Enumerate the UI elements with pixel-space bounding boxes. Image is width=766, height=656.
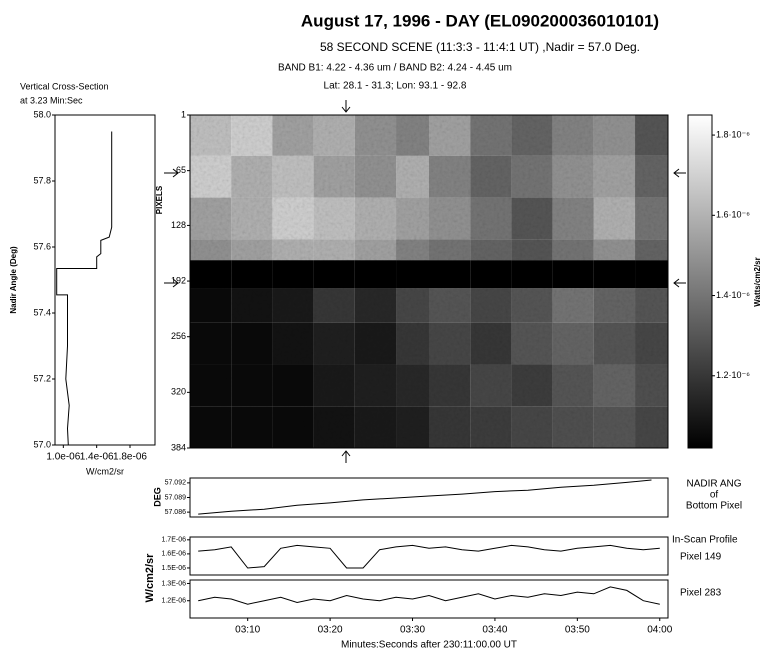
colorbar-tick-label: 1.6·10⁻⁶ — [716, 210, 750, 220]
subtitle: 58 SECOND SCENE (11:3:3 - 11:4:1 UT) ,Na… — [320, 40, 640, 54]
colorbar-tick-label: 1.8·10⁻⁶ — [716, 129, 750, 139]
colorbar-tick-label: 1.2·10⁻⁶ — [716, 370, 750, 380]
colorbar — [687, 114, 713, 449]
panel-label: In-Scan Profile — [672, 535, 738, 546]
y-tick-label: 57.2 — [33, 373, 51, 383]
y-tick-label: 1.5E-06 — [161, 565, 186, 572]
x-tick-label: 1.8e-06 — [113, 452, 147, 463]
data-line — [198, 544, 660, 569]
plot-frame — [54, 114, 156, 446]
x-tick-label: 03:30 — [400, 625, 425, 636]
y-tick-label: 384 — [171, 442, 186, 452]
panel-label: of — [710, 490, 719, 501]
y-tick-label: 57.086 — [165, 509, 187, 516]
y-tick-label: 57.0 — [33, 439, 51, 449]
y-tick-label: 57.089 — [165, 494, 187, 501]
y-tick-label: 65 — [176, 165, 186, 175]
bands: BAND B1: 4.22 - 4.36 um / BAND B2: 4.24 … — [278, 63, 512, 74]
x-tick-label: 1.0e-06 — [46, 452, 80, 463]
y-tick-label: 57.6 — [33, 241, 51, 251]
y-tick-label: 1 — [181, 109, 186, 119]
y-axis-label: DEG — [152, 487, 162, 507]
data-line — [56, 131, 113, 446]
colorbar-tick-label: 1.4·10⁻⁶ — [716, 290, 750, 300]
title: August 17, 1996 - DAY (EL090200036010101… — [301, 11, 659, 30]
data-line — [198, 586, 660, 605]
y-tick-label: 57.8 — [33, 175, 51, 185]
y-tick-label: 57.092 — [165, 480, 187, 487]
plot-frame — [189, 477, 669, 518]
panel-title: at 3.23 Min:Sec — [20, 95, 83, 105]
x-tick-label: 03:40 — [482, 625, 507, 636]
y-axis-label: Nadir Angle (Deg) — [9, 246, 18, 314]
y-tick-label: 192 — [171, 275, 186, 285]
y-tick-label: 1.2E-06 — [161, 598, 186, 605]
x-tick-label: 04:00 — [647, 625, 672, 636]
x-tick-label: 1.4e-06 — [80, 452, 114, 463]
panel-label: Bottom Pixel — [686, 501, 742, 512]
x-tick-label: 03:20 — [318, 625, 343, 636]
y-tick-label: 1.6E-06 — [161, 551, 186, 558]
panel-title: Vertical Cross-Section — [20, 81, 109, 91]
x-tick-label: 03:10 — [235, 625, 260, 636]
y-tick-label: 58.0 — [33, 109, 51, 119]
data-line — [198, 479, 652, 515]
y-tick-label: 256 — [171, 331, 186, 341]
x-tick-label: 03:50 — [565, 625, 590, 636]
texture — [190, 115, 668, 448]
plot-frame — [189, 536, 669, 576]
y-axis-label: W/cm2/sr — [144, 553, 156, 603]
x-axis-label: Minutes:Seconds after 230:11:00.00 UT — [341, 640, 517, 651]
y-tick-label: 57.4 — [33, 307, 51, 317]
location: Lat: 28.1 - 31.3; Lon: 93.1 - 92.8 — [324, 81, 467, 92]
panel-label: Pixel 283 — [680, 588, 722, 599]
y-tick-label: 320 — [171, 387, 186, 397]
panel-label: NADIR ANG — [686, 479, 741, 490]
y-tick-label: 1.7E-06 — [161, 537, 186, 544]
plot-frame — [189, 579, 669, 619]
y-tick-label: 1.3E-06 — [161, 580, 186, 587]
x-axis-label: W/cm2/sr — [86, 466, 124, 476]
panel-label: Pixel 149 — [680, 552, 722, 563]
colorbar-label: Watts/cm2/sr — [753, 257, 762, 307]
y-tick-label: 128 — [171, 220, 186, 230]
y-axis-label: PIXELS — [155, 185, 164, 214]
arrows — [164, 100, 686, 463]
